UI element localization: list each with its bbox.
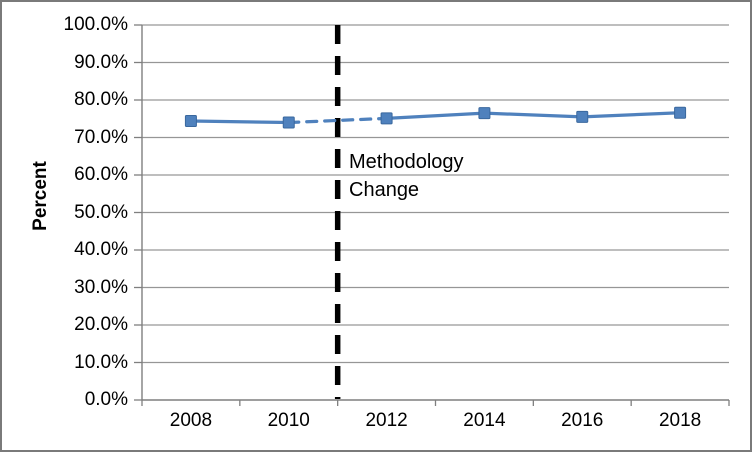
y-tick-label: 20.0% bbox=[74, 314, 128, 335]
data-point-marker bbox=[184, 115, 197, 127]
x-tick-label: 2008 bbox=[169, 410, 213, 431]
series-line bbox=[189, 119, 291, 125]
y-tick-label: 30.0% bbox=[74, 276, 128, 298]
series-line-dashed bbox=[287, 116, 389, 125]
y-tick-label: 100.0% bbox=[63, 14, 128, 35]
methodology-change-annotation: Methodology Change bbox=[349, 151, 464, 201]
data-point-marker bbox=[380, 112, 393, 125]
x-tick-label: 2016 bbox=[561, 410, 604, 431]
y-tick-label: 80.0% bbox=[74, 89, 128, 110]
x-tick-label: 2010 bbox=[267, 410, 310, 431]
x-tick-label: 2014 bbox=[463, 410, 506, 431]
x-tick-label: 2012 bbox=[365, 410, 408, 431]
y-tick-label: 90.0% bbox=[74, 51, 128, 73]
y-tick-label: 60.0% bbox=[74, 164, 128, 185]
y-tick-label: 70.0% bbox=[74, 126, 128, 148]
data-point-marker bbox=[674, 106, 687, 119]
x-tick-label: 2018 bbox=[658, 410, 702, 431]
y-tick-label: 50.0% bbox=[74, 201, 128, 223]
y-tick-label: 0.0% bbox=[84, 389, 128, 410]
series-line bbox=[384, 111, 682, 120]
y-tick-label: 10.0% bbox=[74, 351, 128, 373]
data-point-marker bbox=[282, 116, 295, 129]
y-axis-title: Percent bbox=[30, 161, 51, 231]
y-tick-label: 40.0% bbox=[74, 239, 128, 260]
data-point-marker bbox=[576, 110, 589, 123]
data-point-marker bbox=[478, 107, 491, 120]
